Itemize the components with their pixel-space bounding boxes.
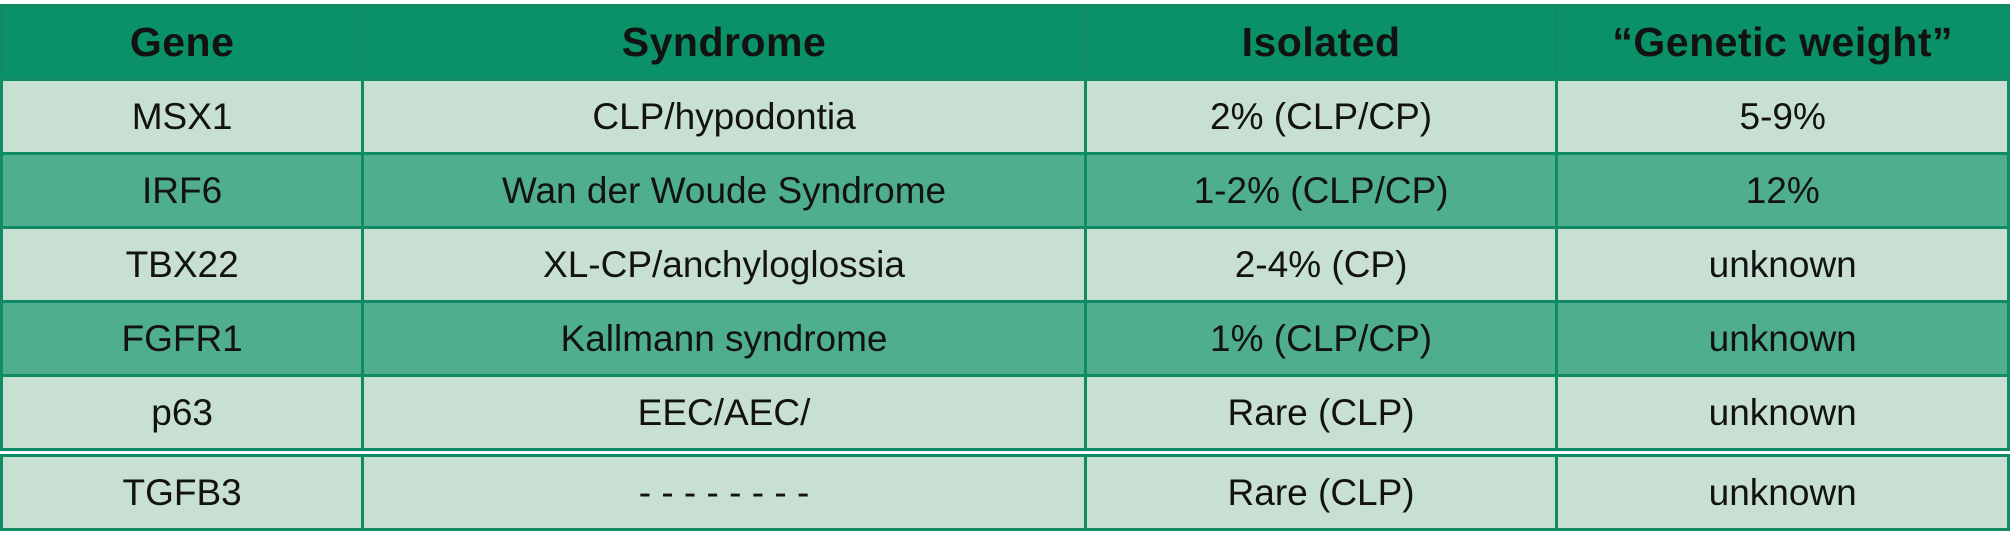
cell-isolated: 2-4% (CP) [1083, 226, 1559, 303]
table-row: FGFR1 Kallmann syndrome 1% (CLP/CP) unkn… [0, 300, 2010, 377]
table-row: IRF6 Wan der Woude Syndrome 1-2% (CLP/CP… [0, 152, 2010, 229]
cell-isolated: 1% (CLP/CP) [1083, 300, 1559, 377]
table-body: MSX1 CLP/hypodontia 2% (CLP/CP) 5-9% IRF… [0, 78, 2010, 531]
cell-genetic-weight: unknown [1555, 374, 2010, 454]
cell-isolated: 1-2% (CLP/CP) [1083, 152, 1559, 229]
cell-genetic-weight: unknown [1555, 226, 2010, 303]
cell-genetic-weight: unknown [1555, 448, 2010, 531]
gene-syndrome-table: Gene Syndrome Isolated “Genetic weight” … [0, 4, 2010, 531]
cell-syndrome: XL-CP/anchyloglossia [361, 226, 1087, 303]
table-row: MSX1 CLP/hypodontia 2% (CLP/CP) 5-9% [0, 78, 2010, 155]
cell-syndrome: - - - - - - - - [361, 448, 1087, 531]
cell-isolated: Rare (CLP) [1083, 448, 1559, 531]
cell-syndrome: Wan der Woude Syndrome [361, 152, 1087, 229]
cell-gene: IRF6 [0, 152, 365, 229]
cell-gene: FGFR1 [0, 300, 365, 377]
column-header-isolated: Isolated [1083, 4, 1559, 81]
table-row: TBX22 XL-CP/anchyloglossia 2-4% (CP) unk… [0, 226, 2010, 303]
cell-genetic-weight: unknown [1555, 300, 2010, 377]
cell-genetic-weight: 5-9% [1555, 78, 2010, 155]
cell-gene: p63 [0, 374, 365, 454]
table-row: p63 EEC/AEC/ Rare (CLP) unknown [0, 374, 2010, 454]
cell-genetic-weight: 12% [1555, 152, 2010, 229]
gene-syndrome-table-container: Gene Syndrome Isolated “Genetic weight” … [0, 4, 2010, 531]
cell-gene: TGFB3 [0, 448, 365, 531]
cell-isolated: Rare (CLP) [1083, 374, 1559, 454]
column-header-syndrome: Syndrome [361, 4, 1087, 81]
cell-syndrome: EEC/AEC/ [361, 374, 1087, 454]
cell-gene: MSX1 [0, 78, 365, 155]
cell-syndrome: CLP/hypodontia [361, 78, 1087, 155]
cell-gene: TBX22 [0, 226, 365, 303]
table-row: TGFB3 - - - - - - - - Rare (CLP) unknown [0, 448, 2010, 531]
column-header-gene: Gene [0, 4, 365, 81]
header-row: Gene Syndrome Isolated “Genetic weight” [0, 4, 2010, 81]
cell-isolated: 2% (CLP/CP) [1083, 78, 1559, 155]
cell-syndrome: Kallmann syndrome [361, 300, 1087, 377]
column-header-genetic-weight: “Genetic weight” [1555, 4, 2010, 81]
